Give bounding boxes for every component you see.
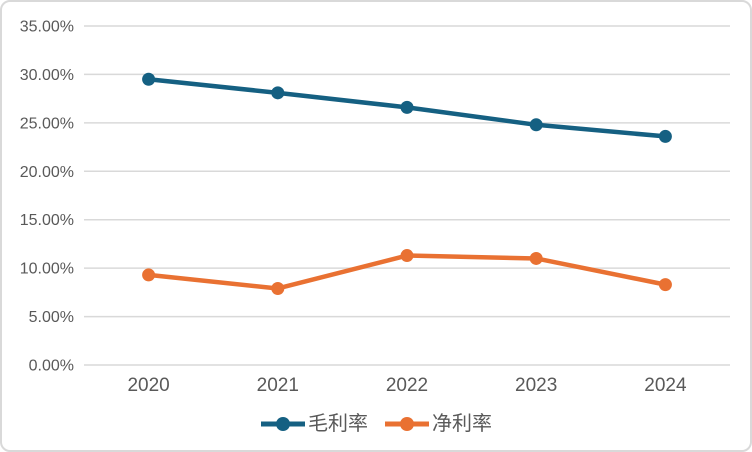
y-axis-tick-label: 15.00%	[20, 212, 74, 229]
y-axis-tick-label: 0.00%	[29, 358, 74, 375]
data-point-毛利率-2021	[271, 86, 285, 100]
y-axis-tick-label: 25.00%	[20, 115, 74, 132]
chart-legend: 毛利率 净利率	[2, 408, 750, 440]
data-point-毛利率-2024	[658, 129, 672, 143]
x-axis-tick-label: 2022	[386, 375, 428, 396]
y-axis-tick-label: 30.00%	[20, 67, 74, 84]
legend-item-gross-margin[interactable]: 毛利率	[260, 414, 368, 434]
y-axis-tick-label: 10.00%	[20, 261, 74, 278]
data-point-毛利率-2022	[400, 100, 414, 114]
gross-margin-line-marker-icon	[261, 417, 305, 431]
data-point-净利率-2020	[142, 268, 156, 282]
legend-item-net-margin[interactable]: 净利率	[384, 414, 492, 434]
x-axis-tick-label: 2020	[127, 375, 169, 396]
data-point-净利率-2024	[658, 278, 672, 292]
data-point-毛利率-2020	[142, 72, 156, 86]
data-point-毛利率-2023	[529, 118, 543, 132]
y-axis-tick-label: 5.00%	[29, 309, 74, 326]
net-margin-line-marker-icon	[385, 417, 429, 431]
x-axis-tick-label: 2021	[257, 375, 299, 396]
data-point-净利率-2023	[529, 251, 543, 265]
data-point-净利率-2022	[400, 249, 414, 263]
data-point-净利率-2021	[271, 281, 285, 295]
legend-label-net-margin: 净利率	[432, 413, 492, 435]
legend-label-gross-margin: 毛利率	[308, 413, 368, 435]
y-axis-tick-label: 20.00%	[20, 164, 74, 181]
y-axis-tick-label: 35.00%	[20, 19, 74, 36]
x-axis-tick-label: 2023	[515, 375, 557, 396]
x-axis-tick-label: 2024	[644, 375, 687, 396]
